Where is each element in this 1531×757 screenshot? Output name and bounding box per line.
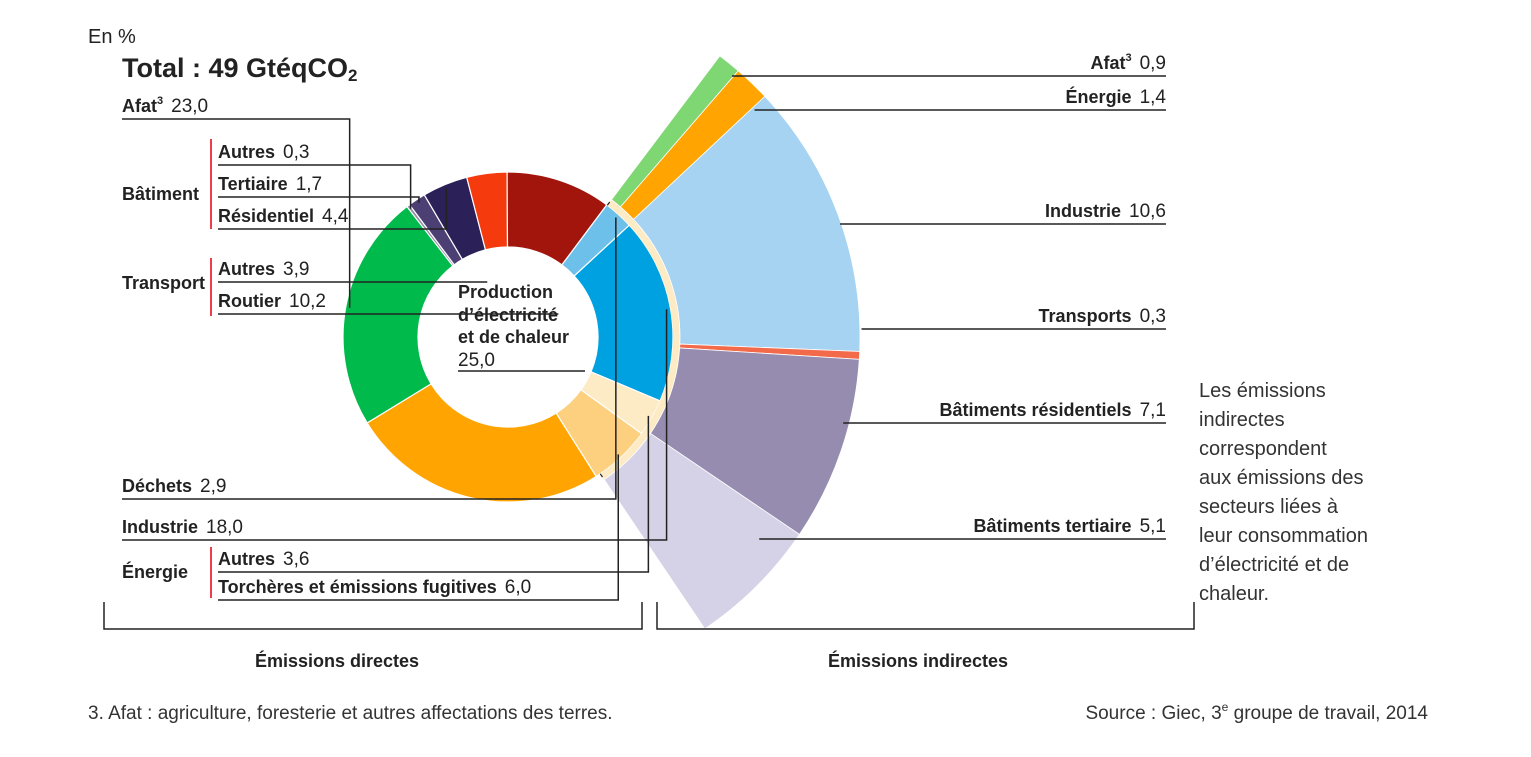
indirect-label-afat: Afat3 0,9 <box>731 52 1166 77</box>
svg-text:Production: Production <box>458 282 553 302</box>
indirect-label-energie: Énergie 1,4 <box>754 86 1167 111</box>
svg-text:Émissions indirectes: Émissions indirectes <box>828 650 1008 671</box>
group-transport: Transport <box>122 273 205 293</box>
direct-label-energie-torcheres-et-emissions-fugitives: Torchères et émissions fugitives 6,0 <box>218 454 619 601</box>
leader-line <box>122 309 668 541</box>
note-line: leur consommation <box>1199 525 1368 547</box>
direct-label-transport-routier: Routier 10,2 <box>218 291 559 315</box>
svg-text:d’électricité: d’électricité <box>458 305 558 325</box>
leader-line <box>218 454 619 601</box>
note-line: indirectes <box>1199 409 1285 431</box>
direct-label-afat: Afat3 23,0 <box>122 95 351 308</box>
direct-label-dechets: Déchets 2,9 <box>122 217 617 500</box>
svg-text:25,0: 25,0 <box>458 350 495 371</box>
bracket-indirect: Émissions indirectes <box>656 602 1195 671</box>
indirect-label-batiments-residentiels: Bâtiments résidentiels 7,1 <box>843 400 1167 424</box>
leader-line <box>218 415 650 573</box>
note-line: d’électricité et de <box>1199 554 1349 576</box>
leader-line <box>218 164 412 209</box>
direct-label-energie-autres: Autres 3,6 <box>218 415 650 573</box>
indirect-label-industrie: Industrie 10,6 <box>840 201 1166 225</box>
bracket-direct: Émissions directes <box>103 602 643 671</box>
note-line: secteurs liées à <box>1199 496 1339 518</box>
source: Source : Giec, 3e groupe de travail, 201… <box>1085 700 1428 724</box>
note-line: chaleur. <box>1199 583 1269 605</box>
fan-edge-top <box>606 199 612 206</box>
unit-label: En % <box>88 26 136 48</box>
note-line: Les émissions <box>1199 380 1326 402</box>
svg-text:Torchères et émissions fugitiv: Torchères et émissions fugitives 6,0 <box>218 577 531 598</box>
leader-line <box>122 118 351 308</box>
direct-label-batiment-tertiaire: Tertiaire 1,7 <box>218 174 420 203</box>
leader-line <box>122 217 617 500</box>
donut-slice-production-d-electricite-et-de-chaleur <box>366 383 598 503</box>
indirect-label-batiments-tertiaire: Bâtiments tertiaire 5,1 <box>759 516 1166 540</box>
indirect-emissions-fan <box>599 55 861 630</box>
svg-text:et de chaleur: et de chaleur <box>458 327 569 347</box>
direct-label-industrie: Industrie 18,0 <box>122 309 668 541</box>
center-label: Production d’électricité et de chaleur 2… <box>458 282 585 372</box>
leader-line <box>218 196 420 203</box>
fan-edge-bottom <box>599 473 605 480</box>
leader-line <box>218 188 448 230</box>
chart-title: Total : 49 GtéqCO2 <box>122 53 358 85</box>
footnote: 3. Afat : agriculture, foresterie et aut… <box>88 703 613 724</box>
fan-slice-industrie <box>632 95 861 352</box>
direct-label-transport-autres: Autres 3,9 <box>218 259 488 283</box>
indirect-label-transports: Transports 0,3 <box>861 306 1166 330</box>
group-energie: Énergie <box>122 561 188 582</box>
direct-label-batiment-residentiel: Résidentiel 4,4 <box>218 188 448 230</box>
group-batiment: Bâtiment <box>122 184 199 204</box>
direct-label-batiment-autres: Autres 0,3 <box>218 142 412 209</box>
direct-labels: Afat3 23,0 Autres 0,3 Tertiaire 1,7 Résidentie… <box>122 95 668 601</box>
fan-connector-band <box>600 199 680 480</box>
indirect-note: Les émissions indirectes correspondent aux … <box>1199 380 1368 605</box>
svg-text:Émissions directes: Émissions directes <box>255 650 419 671</box>
note-line: aux émissions des <box>1199 467 1364 489</box>
indirect-labels: Afat3 0,9 Énergie 1,4 Industrie 10,6 Transport… <box>731 52 1167 540</box>
note-line: correspondent <box>1199 438 1327 460</box>
direct-emissions-donut <box>342 171 674 503</box>
donut-slice-afat <box>342 205 454 424</box>
